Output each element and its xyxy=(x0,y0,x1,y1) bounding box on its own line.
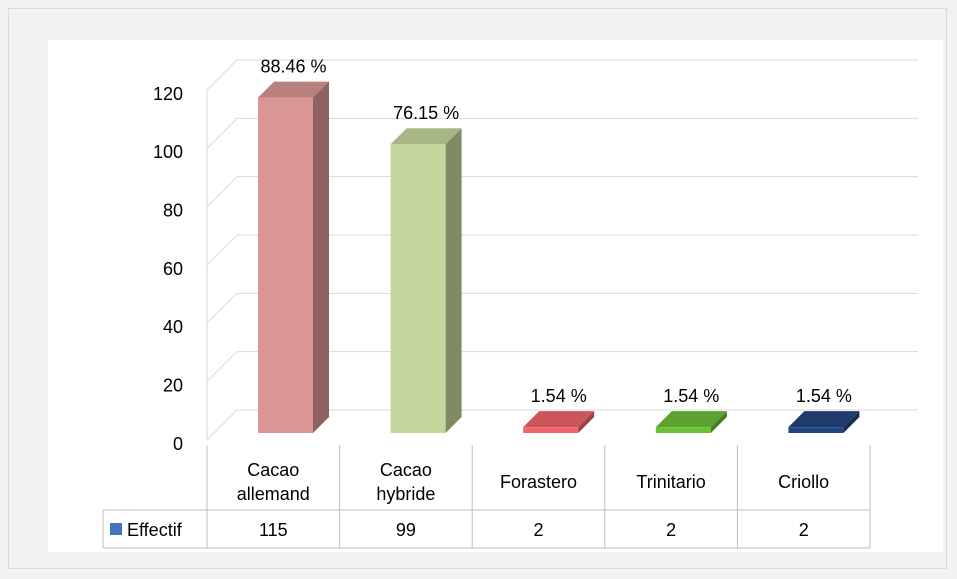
bar-top xyxy=(523,411,595,428)
table-value: 2 xyxy=(666,520,676,540)
chart-panel xyxy=(48,40,943,552)
y-tick-label: 80 xyxy=(163,200,183,220)
legend-swatch xyxy=(110,523,122,535)
y-tick-label: 20 xyxy=(163,375,183,395)
grid-line xyxy=(206,351,238,383)
data-label: 1.54 % xyxy=(796,386,852,406)
data-label: 1.54 % xyxy=(663,386,719,406)
bar-top xyxy=(390,128,462,145)
table-value: 2 xyxy=(799,520,809,540)
bar xyxy=(258,97,313,433)
bar-top xyxy=(258,81,329,98)
y-tick-label: 60 xyxy=(163,259,183,279)
bar xyxy=(788,427,844,433)
table-value: 99 xyxy=(396,520,416,540)
x-tick-label: Trinitario xyxy=(636,471,706,492)
bar xyxy=(655,427,711,433)
y-tick-label: 40 xyxy=(163,317,183,337)
grid-line xyxy=(206,117,238,149)
grid-line xyxy=(206,176,238,208)
x-tick-label: Forastero xyxy=(499,471,578,492)
bar xyxy=(523,427,579,433)
y-tick-label: 100 xyxy=(153,142,183,162)
bar-side xyxy=(710,411,727,433)
bar-side xyxy=(578,411,595,433)
bar-top xyxy=(655,411,727,428)
bar-side xyxy=(445,128,462,433)
y-tick-label: 0 xyxy=(173,434,183,454)
grid-line xyxy=(206,409,238,441)
data-label: 1.54 % xyxy=(531,386,587,406)
table-value: 2 xyxy=(533,520,543,540)
bar xyxy=(390,144,446,433)
grid-line xyxy=(206,59,238,91)
x-tick-label: Cacao hybride xyxy=(376,459,436,504)
table-value: 115 xyxy=(259,520,288,540)
grid-line xyxy=(206,292,238,324)
bar-top xyxy=(788,411,860,428)
data-label: 88.46 % xyxy=(260,56,326,76)
y-tick-label: 120 xyxy=(153,84,183,104)
x-tick-label: Criollo xyxy=(778,471,830,492)
grid-line xyxy=(206,234,238,266)
x-tick-label: Cacao allemand xyxy=(236,459,310,504)
frame xyxy=(8,8,947,569)
bar-side xyxy=(843,411,860,433)
legend-label: Effectif xyxy=(127,520,183,540)
data-label: 76.15 % xyxy=(393,103,459,123)
bar-side xyxy=(313,81,329,433)
